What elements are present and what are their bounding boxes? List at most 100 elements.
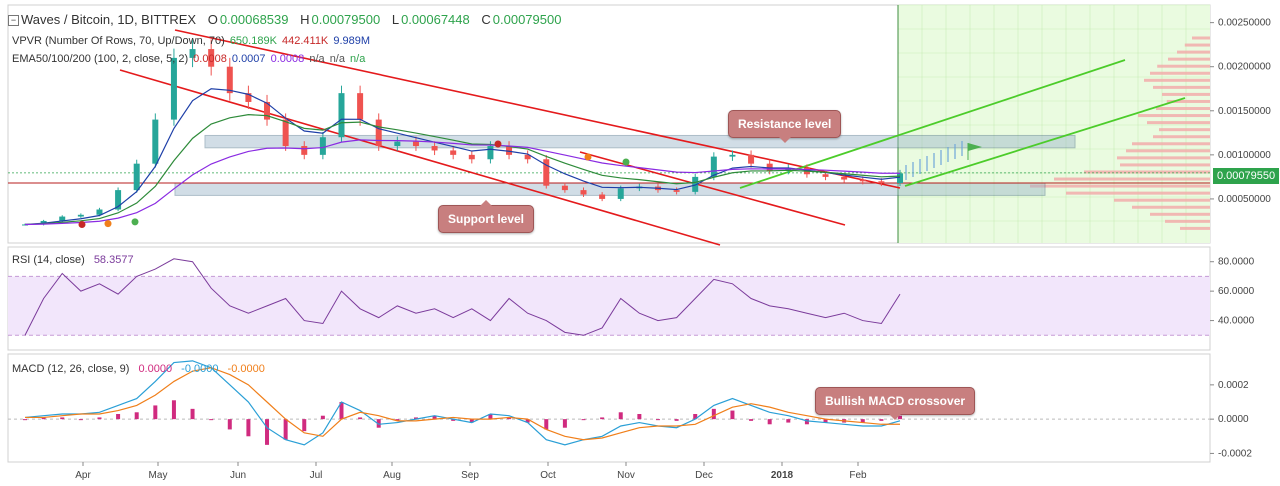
- candle-body: [394, 141, 401, 147]
- macd-histogram-bar: [78, 419, 83, 421]
- ema50-line: [24, 88, 901, 226]
- rsi-axis-label: 60.0000: [1218, 286, 1255, 297]
- vpvr-down: 442.411K: [281, 35, 329, 47]
- volume-profile-bar: [1166, 99, 1210, 103]
- candle-body: [133, 163, 140, 191]
- candle-body: [897, 173, 903, 184]
- vpvr-legend[interactable]: VPVR (Number Of Rows, 70, Up/Down, 70) 6…: [12, 35, 372, 47]
- macd-crossover-annotation[interactable]: Bullish MACD crossover: [815, 387, 976, 420]
- volume-profile-bar: [1153, 135, 1210, 139]
- rsi-line: [24, 258, 901, 336]
- macd-histogram-bar: [637, 414, 642, 420]
- resistance-annotation[interactable]: Resistance level: [728, 110, 842, 143]
- candle-body: [617, 188, 624, 199]
- price-axis-label: 0.00050000: [1218, 194, 1271, 205]
- time-axis-label: Sep: [461, 470, 479, 481]
- ema-cross-dot: [584, 153, 592, 161]
- ema-cross-dot: [622, 158, 630, 166]
- macd-histogram-bar: [339, 402, 344, 420]
- macd-histogram-bar: [823, 419, 828, 423]
- macd-histogram-bar: [41, 417, 46, 420]
- candle-body: [375, 119, 382, 147]
- high-value: 0.00079500: [311, 12, 381, 27]
- volume-profile-bar: [1117, 156, 1210, 160]
- macd-histogram-bar: [507, 417, 512, 420]
- high-label: H: [300, 12, 310, 27]
- macd-hist-value: 0.0000: [138, 363, 173, 375]
- macd-axis-label: 0.0002: [1218, 380, 1249, 391]
- volume-profile-bar: [1132, 205, 1210, 209]
- price-axis-label: 0.00250000: [1218, 18, 1271, 29]
- ema-legend[interactable]: EMA50/100/200 (100, 2, close, 5, 2) 0.00…: [12, 53, 367, 65]
- ema-cross-dot: [494, 140, 502, 148]
- projected-upper-line: [739, 59, 1126, 189]
- rsi-value: 58.3577: [93, 254, 134, 266]
- candle-body: [319, 137, 326, 155]
- support-zone: [174, 182, 1046, 196]
- volume-profile-bar: [1084, 170, 1210, 174]
- candle-body: [282, 119, 289, 147]
- support-annotation[interactable]: Support level: [438, 200, 535, 233]
- volume-profile-bar: [1153, 85, 1210, 89]
- macd-histogram-bar: [693, 414, 698, 420]
- macd-histogram-bar: [562, 419, 567, 428]
- ema-value-2: 0.0007: [231, 53, 266, 65]
- macd-signal-value: -0.0000: [227, 363, 265, 375]
- volume-profile-bar: [1165, 219, 1210, 223]
- macd-histogram-bar: [581, 419, 586, 421]
- macd-histogram-bar: [469, 419, 474, 423]
- time-axis-label: 2018: [771, 470, 794, 481]
- candle-body: [729, 154, 736, 157]
- macd-histogram-bar: [655, 419, 660, 421]
- volume-profile-bar: [1030, 184, 1210, 188]
- candle-body: [859, 179, 866, 182]
- macd-histogram-bar: [730, 410, 735, 420]
- volume-profile-bar: [1180, 226, 1210, 230]
- close-label: C: [481, 12, 491, 27]
- collapse-icon[interactable]: −: [8, 15, 19, 26]
- ema-value-1: 0.0008: [193, 53, 227, 65]
- macd-histogram-bar: [116, 414, 121, 420]
- macd-histogram-bar: [227, 419, 232, 430]
- candle-body: [245, 93, 252, 102]
- rsi-axis-label: 40.0000: [1218, 316, 1255, 327]
- macd-histogram-bar: [190, 408, 195, 420]
- volume-profile-bar: [1126, 149, 1210, 153]
- ema-label: EMA50/100/200 (100, 2, close, 5, 2): [12, 53, 189, 65]
- macd-legend[interactable]: MACD (12, 26, close, 9) 0.0000 -0.0000 -…: [12, 363, 267, 375]
- flag-icon: [968, 143, 982, 151]
- candle-body: [673, 190, 680, 192]
- macd-histogram-bar: [432, 415, 437, 420]
- macd-histogram-bar: [488, 414, 493, 420]
- macd-value: -0.0000: [181, 363, 219, 375]
- macd-histogram-bar: [711, 408, 716, 420]
- candle-body: [599, 194, 606, 199]
- ema-value-3: 0.0008: [270, 53, 305, 65]
- last-price-label: 0.00079550: [1213, 168, 1280, 184]
- rsi-axis-label: 80.0000: [1218, 257, 1255, 268]
- candle-body: [841, 176, 848, 180]
- candle-body: [692, 176, 699, 192]
- macd-histogram-bar: [786, 419, 791, 423]
- macd-histogram-bar: [134, 412, 139, 420]
- candle-body: [96, 209, 103, 215]
- macd-histogram-bar: [804, 419, 809, 425]
- volume-profile-bar: [1192, 36, 1210, 40]
- rsi-legend[interactable]: RSI (14, close) 58.3577: [12, 254, 136, 266]
- ema-value-4: n/a: [309, 53, 325, 65]
- candle-body: [77, 214, 84, 217]
- time-axis-label: Oct: [540, 470, 556, 481]
- volume-profile-bar: [1138, 114, 1210, 118]
- time-axis-label: Feb: [849, 470, 867, 481]
- macd-histogram-bar: [246, 419, 251, 437]
- macd-histogram-bar: [97, 417, 102, 420]
- candle-body: [208, 49, 215, 67]
- vpvr-up: 650.189K: [229, 35, 277, 47]
- candle-body: [226, 66, 233, 94]
- macd-histogram-bar: [358, 417, 363, 420]
- time-axis-label: Dec: [695, 470, 713, 481]
- ema100-line: [24, 114, 901, 226]
- resistance-zone: [204, 134, 1076, 149]
- upper-trend-line: [174, 29, 901, 189]
